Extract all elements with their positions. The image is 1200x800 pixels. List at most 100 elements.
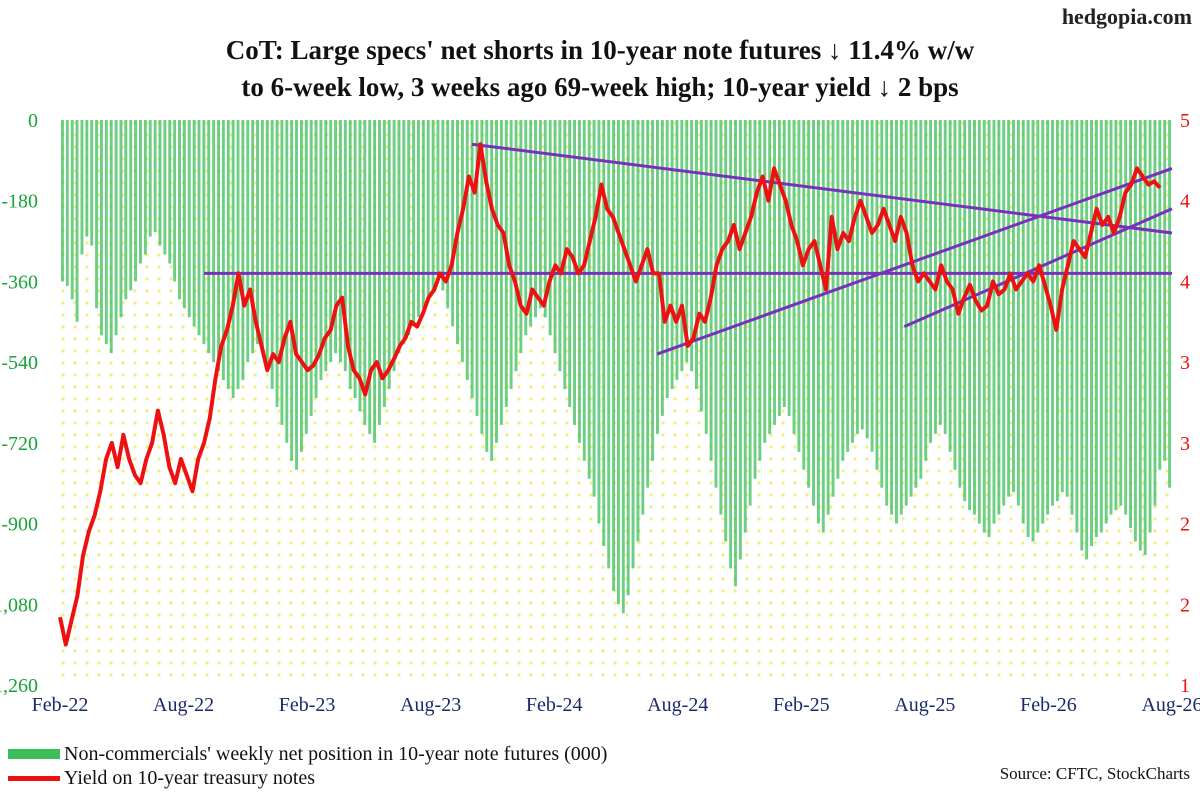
bar — [495, 120, 498, 443]
bar — [807, 120, 811, 488]
bar — [597, 120, 601, 524]
bar — [431, 120, 435, 291]
bar — [148, 120, 152, 237]
bar — [919, 120, 923, 479]
bar — [1021, 120, 1025, 524]
bar — [256, 120, 259, 345]
bar — [178, 120, 181, 300]
right-axis-tick-label: 2 — [1180, 514, 1190, 536]
bar — [890, 120, 894, 515]
bar — [519, 120, 523, 354]
bar — [373, 120, 377, 443]
bar — [441, 120, 445, 291]
bar — [119, 120, 123, 318]
bar — [875, 120, 879, 470]
bar — [446, 120, 450, 309]
bar — [260, 120, 264, 354]
bar — [158, 120, 162, 246]
bar — [968, 120, 972, 511]
bar — [1085, 120, 1089, 560]
bar — [143, 120, 147, 255]
bar — [743, 120, 747, 533]
bar — [368, 120, 372, 434]
bar — [568, 120, 572, 407]
bar — [1007, 120, 1011, 497]
source-note: Source: CFTC, StockCharts — [999, 764, 1190, 783]
legend: Non-commercials' weekly net position in … — [8, 742, 607, 790]
left-axis-tick-label: -1,260 — [0, 675, 38, 697]
bar — [904, 120, 908, 506]
bar — [421, 120, 425, 309]
bar — [299, 120, 303, 452]
bar — [397, 120, 401, 354]
bar — [963, 120, 967, 502]
legend-line-swatch — [8, 775, 60, 781]
bar — [1012, 120, 1015, 493]
bar — [690, 120, 694, 372]
x-axis-tick-label: Aug-25 — [894, 694, 955, 716]
bar — [924, 120, 928, 461]
bar — [1090, 120, 1093, 546]
bar — [90, 120, 94, 246]
x-axis-tick-label: Aug-26 — [1141, 694, 1200, 716]
legend-bar-swatch — [8, 749, 60, 759]
bar — [997, 120, 1001, 515]
bar — [758, 120, 762, 461]
bar — [221, 120, 225, 381]
bar — [612, 120, 616, 591]
bar — [1099, 120, 1103, 533]
right-axis-tick-label: 5 — [1180, 110, 1190, 132]
bar — [173, 120, 177, 282]
bar — [982, 120, 986, 533]
bar — [841, 120, 845, 461]
bar — [382, 120, 386, 407]
bar — [787, 120, 791, 416]
left-axis-tick-label: -1,080 — [0, 594, 38, 616]
bar — [1002, 120, 1006, 506]
bar — [114, 120, 118, 336]
bar — [1094, 120, 1098, 538]
bar — [412, 120, 416, 327]
bar — [651, 120, 655, 461]
bar — [1158, 120, 1162, 470]
bar — [543, 120, 547, 318]
bar — [475, 120, 479, 416]
x-axis-tick-label: Feb-22 — [32, 694, 89, 716]
bar — [324, 120, 328, 372]
bar — [1119, 120, 1123, 506]
bar — [680, 120, 684, 372]
bar — [855, 120, 859, 434]
bar — [470, 120, 474, 399]
legend-label-net-position: Non-commercials' weekly net position in … — [64, 742, 608, 765]
bar — [465, 120, 469, 381]
bar — [1075, 120, 1079, 533]
bar — [851, 120, 855, 443]
bar — [192, 120, 196, 327]
bar — [602, 120, 606, 546]
bar — [1138, 120, 1142, 551]
trendline — [656, 167, 1173, 356]
right-axis-tick-label: 3 — [1180, 352, 1190, 374]
bar — [65, 120, 69, 286]
bar — [675, 120, 679, 381]
bar — [695, 120, 698, 390]
bar — [1016, 120, 1020, 506]
right-axis-tick-label: 1 — [1180, 675, 1190, 697]
bar — [1041, 120, 1045, 524]
bar — [836, 120, 840, 479]
bar — [270, 120, 274, 390]
brand-logo: hedgopia.com — [1061, 4, 1192, 29]
bar — [1026, 120, 1030, 538]
bar — [582, 120, 586, 461]
bar — [587, 120, 591, 479]
bar — [290, 120, 294, 461]
bar — [129, 120, 133, 291]
bar — [285, 120, 289, 443]
bar — [592, 120, 596, 497]
bar — [777, 120, 781, 416]
bar — [1070, 120, 1074, 515]
x-axis-tick-label: Feb-26 — [1020, 694, 1077, 716]
legend-label-yield: Yield on 10-year treasury notes — [64, 766, 316, 789]
bar — [109, 120, 113, 354]
